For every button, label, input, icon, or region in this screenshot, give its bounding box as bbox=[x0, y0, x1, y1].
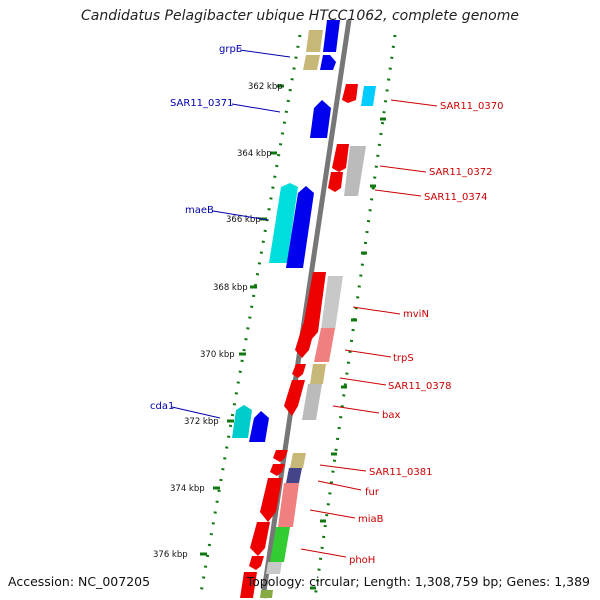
label-SAR11_0378: SAR11_0378 bbox=[388, 381, 452, 392]
label-trpS: trpS bbox=[393, 353, 414, 364]
gene-maeB-blue[interactable] bbox=[286, 186, 314, 268]
gene-bottom-red[interactable] bbox=[240, 572, 257, 598]
gene-tan-top-left[interactable] bbox=[306, 30, 323, 52]
gene-bottom-tan[interactable] bbox=[260, 590, 273, 598]
label-SAR11_0371: SAR11_0371 bbox=[170, 98, 234, 109]
label-SAR11_0381: SAR11_0381 bbox=[369, 467, 433, 478]
gene-bottom-grey[interactable] bbox=[266, 562, 282, 574]
gene-SAR11_0381-red2[interactable] bbox=[270, 464, 285, 476]
inner-ticks bbox=[310, 117, 386, 590]
gene-SAR11_0381-red[interactable] bbox=[273, 450, 288, 462]
kbp-axis: 362 kbp 364 kbp 366 kbp 368 kbp 370 kbp … bbox=[153, 82, 284, 560]
label-SAR11_0372: SAR11_0372 bbox=[429, 167, 493, 178]
label-cda1: cda1 bbox=[150, 401, 174, 412]
genome-title: Candidatus Pelagibacter ubique HTCC1062,… bbox=[80, 8, 519, 24]
forward-genes bbox=[232, 20, 340, 442]
gene-trpS-red[interactable] bbox=[295, 324, 316, 358]
gene-grpE[interactable] bbox=[320, 55, 336, 70]
kbp-label-374: 374 kbp bbox=[170, 484, 205, 494]
gene-tan-left[interactable] bbox=[303, 55, 320, 70]
gene-cda1[interactable] bbox=[232, 405, 252, 438]
gene-mviN-grey[interactable] bbox=[321, 276, 343, 330]
label-fur: fur bbox=[365, 487, 380, 498]
gene-phoH-red2[interactable] bbox=[249, 556, 264, 570]
kbp-label-370: 370 kbp bbox=[200, 350, 235, 360]
gene-SAR11_0374[interactable] bbox=[344, 146, 366, 196]
kbp-label-364: 364 kbp bbox=[237, 149, 272, 159]
label-bax: bax bbox=[382, 410, 400, 421]
label-SAR11_0370: SAR11_0370 bbox=[440, 101, 504, 112]
kbp-label-366: 366 kbp bbox=[226, 215, 261, 225]
label-miaB: miaB bbox=[358, 514, 384, 525]
reverse-genes bbox=[240, 84, 376, 598]
label-mviN: mviN bbox=[403, 309, 429, 320]
kbp-label-376: 376 kbp bbox=[153, 550, 188, 560]
gene-phoH[interactable] bbox=[270, 527, 290, 562]
gene-SAR11_0372-a[interactable] bbox=[332, 144, 349, 172]
gene-grpE-top[interactable] bbox=[323, 20, 340, 52]
label-SAR11_0374: SAR11_0374 bbox=[424, 192, 488, 203]
gene-trpS[interactable] bbox=[314, 328, 335, 362]
gene-SAR11_0372-b[interactable] bbox=[328, 172, 343, 192]
gene-SAR11_0381[interactable] bbox=[290, 453, 306, 468]
right-dotted-track bbox=[313, 34, 397, 599]
gene-SAR11_0378-red[interactable] bbox=[292, 364, 306, 378]
gene-phoH-red[interactable] bbox=[250, 522, 270, 556]
label-maeB: maeB bbox=[185, 205, 214, 216]
gene-bax-red[interactable] bbox=[284, 380, 305, 416]
gene-SAR11_0370-cyan[interactable] bbox=[361, 86, 376, 106]
kbp-label-372: 372 kbp bbox=[184, 417, 219, 427]
gene-cda1-blue[interactable] bbox=[249, 411, 269, 442]
kbp-label-368: 368 kbp bbox=[213, 283, 248, 293]
left-gene-labels: grpE SAR11_0371 maeB cda1 bbox=[150, 44, 291, 419]
gene-mviN[interactable] bbox=[302, 272, 326, 340]
accession-text: Accession: NC_007205 bbox=[8, 574, 151, 589]
label-grpE: grpE bbox=[219, 44, 242, 55]
right-gene-labels: SAR11_0370 SAR11_0372 SAR11_0374 mviN tr… bbox=[300, 99, 504, 566]
gene-miaB[interactable] bbox=[278, 483, 299, 527]
gene-SAR11_0378[interactable] bbox=[310, 364, 326, 384]
gene-maeB[interactable] bbox=[269, 183, 298, 263]
gene-SAR11_0371[interactable] bbox=[310, 100, 331, 138]
gene-fur[interactable] bbox=[286, 468, 302, 483]
genome-summary-text: Topology: circular; Length: 1,308,759 bp… bbox=[246, 574, 590, 589]
gene-bax[interactable] bbox=[302, 384, 322, 420]
label-phoH: phoH bbox=[349, 555, 375, 566]
kbp-label-362: 362 kbp bbox=[248, 82, 283, 92]
gene-miaB-red[interactable] bbox=[260, 478, 282, 522]
gene-SAR11_0370-red[interactable] bbox=[342, 84, 358, 103]
